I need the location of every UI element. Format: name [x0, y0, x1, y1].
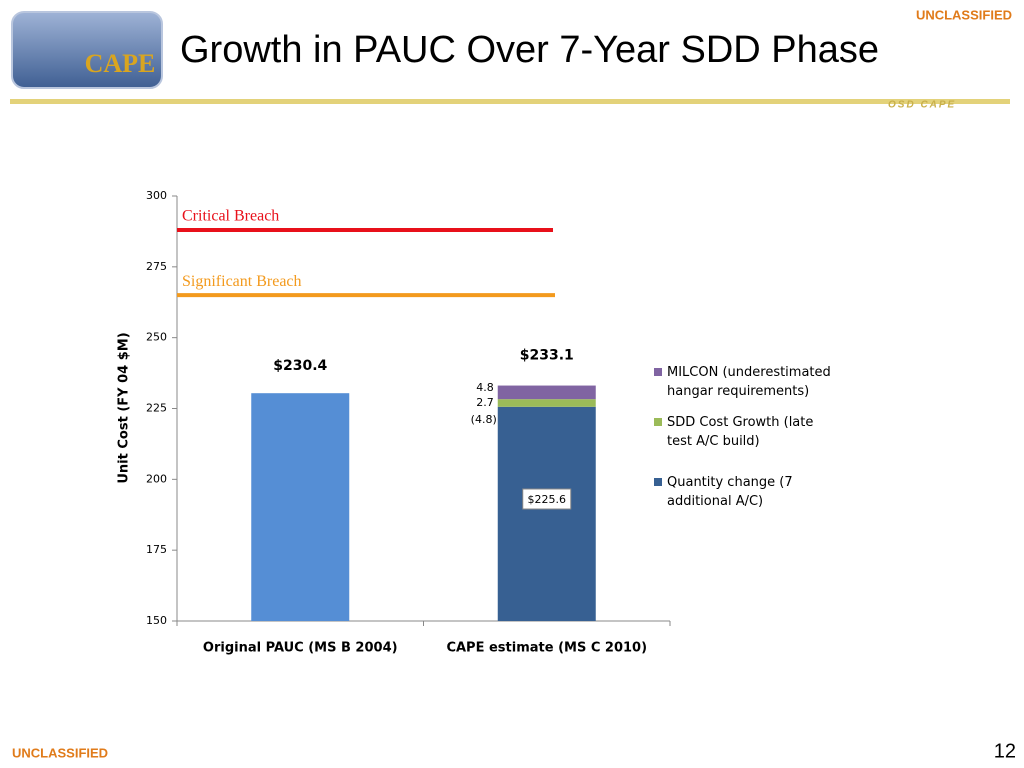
legend-swatch	[654, 478, 662, 486]
total-label: $233.1	[520, 348, 574, 364]
value-label: 4.8	[476, 381, 494, 394]
slide-title: Growth in PAUC Over 7-Year SDD Phase	[180, 29, 879, 71]
value-label: $225.6	[528, 493, 567, 506]
value-label: $230.4	[273, 358, 327, 374]
y-tick-label: 275	[146, 260, 167, 273]
bar	[251, 393, 350, 621]
bar-segment	[497, 385, 596, 400]
y-tick-label: 225	[146, 402, 167, 415]
y-tick-label: 150	[146, 614, 167, 627]
header-rule	[10, 99, 1010, 104]
legend-entry: Quantity change (7 additional A/C)	[654, 473, 842, 511]
logo	[11, 11, 163, 89]
classification-bottom: UNCLASSIFIED	[12, 745, 108, 760]
bar-segment	[497, 399, 596, 407]
legend-label: Quantity change (7 additional A/C)	[667, 475, 793, 509]
legend-label: SDD Cost Growth (late test A/C build)	[667, 415, 814, 449]
legend-swatch	[654, 418, 662, 426]
page-number: 12	[994, 740, 1016, 762]
tagline: OSD CAPE	[888, 100, 956, 111]
y-tick-label: 175	[146, 543, 167, 556]
legend-entry: SDD Cost Growth (late test A/C build)	[654, 413, 842, 451]
y-axis-label: Unit Cost (FY 04 $M)	[117, 332, 132, 483]
reference-label: Critical Breach	[182, 208, 279, 225]
y-tick-label: 300	[146, 189, 167, 202]
legend-label: MILCON (underestimated hangar requiremen…	[667, 365, 831, 399]
x-tick-label: Original PAUC (MS B 2004)	[203, 641, 398, 656]
legend-swatch	[654, 368, 662, 376]
reference-label: Significant Breach	[182, 273, 302, 290]
logo-text: CAPE	[85, 49, 156, 78]
y-tick-label: 200	[146, 472, 167, 485]
value-label-box	[522, 488, 572, 510]
classification-top: UNCLASSIFIED	[916, 7, 1012, 22]
y-tick-label: 250	[146, 331, 167, 344]
annotation: (4.8)	[471, 413, 497, 426]
x-tick-label: CAPE estimate (MS C 2010)	[446, 641, 647, 656]
legend-entry: MILCON (underestimated hangar requiremen…	[654, 363, 842, 401]
bar-segment	[497, 406, 596, 621]
value-label: 2.7	[476, 396, 494, 409]
